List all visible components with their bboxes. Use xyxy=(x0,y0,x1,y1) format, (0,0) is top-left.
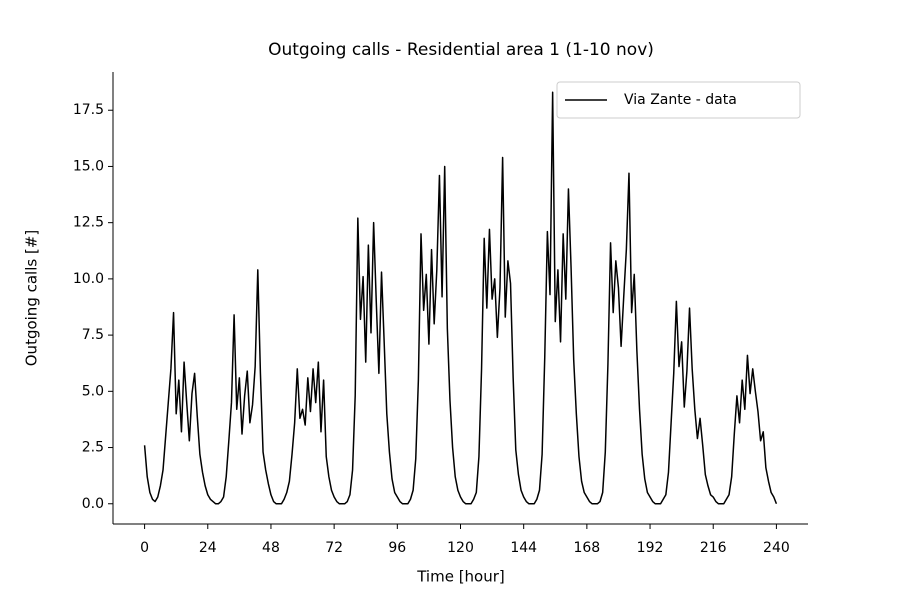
x-tick-label: 168 xyxy=(573,540,600,556)
y-tick-label: 0.0 xyxy=(82,496,104,512)
y-axis-title: Outgoing calls [#] xyxy=(23,230,41,367)
data-line xyxy=(143,91,778,505)
y-tick-label: 7.5 xyxy=(82,327,104,343)
y-tick-label: 5.0 xyxy=(82,383,104,399)
x-tick-label: 192 xyxy=(637,540,664,556)
x-tick-label: 48 xyxy=(262,540,280,556)
y-tick-label: 2.5 xyxy=(82,440,104,456)
legend-label: Via Zante - data xyxy=(624,92,737,108)
x-tick-label: 72 xyxy=(325,540,343,556)
x-tick-label: 240 xyxy=(763,540,790,556)
legend-box xyxy=(556,81,801,119)
x-tick-label: 96 xyxy=(388,540,406,556)
x-tick-label: 216 xyxy=(700,540,727,556)
x-tick-label: 0 xyxy=(140,540,149,556)
x-axis-title: Time [hour] xyxy=(416,568,505,586)
y-tick-label: 10.0 xyxy=(73,271,104,287)
x-tick-label: 24 xyxy=(199,540,217,556)
y-tick-label: 15.0 xyxy=(73,158,104,174)
x-tick-label: 144 xyxy=(510,540,537,556)
x-tick-label: 120 xyxy=(447,540,474,556)
chart-title: Outgoing calls - Residential area 1 (1-1… xyxy=(268,40,654,60)
y-tick-label: 17.5 xyxy=(73,102,104,118)
y-tick-label: 12.5 xyxy=(73,215,104,231)
